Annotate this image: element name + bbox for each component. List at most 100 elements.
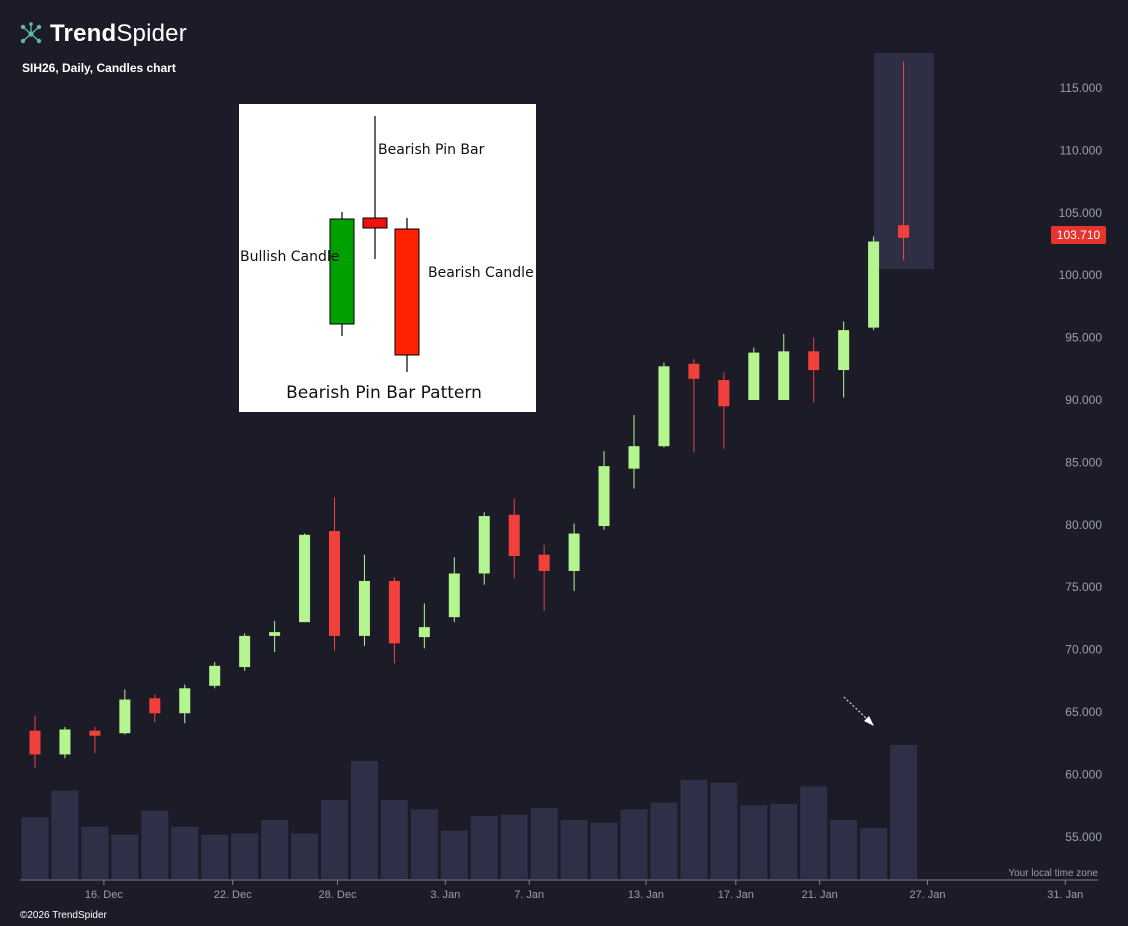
candle[interactable] bbox=[568, 523, 580, 591]
y-tick-label: 55.000 bbox=[1065, 830, 1102, 844]
candle-body bbox=[838, 330, 850, 371]
candle[interactable] bbox=[448, 557, 460, 623]
candle-body bbox=[598, 466, 610, 527]
candle-body bbox=[688, 363, 700, 379]
brand-name: TrendSpider bbox=[50, 20, 187, 47]
candle[interactable] bbox=[29, 715, 41, 769]
candle-body bbox=[358, 580, 370, 636]
candle[interactable] bbox=[329, 497, 340, 651]
candle[interactable] bbox=[718, 372, 730, 449]
volume-bar bbox=[590, 822, 618, 879]
candle[interactable] bbox=[478, 512, 490, 585]
volume-bar bbox=[770, 803, 798, 879]
candle-body bbox=[628, 446, 640, 469]
x-tick-label: 13. Jan bbox=[628, 889, 664, 901]
x-tick-label: 7. Jan bbox=[514, 889, 544, 901]
candle[interactable] bbox=[209, 662, 221, 689]
candle-body bbox=[508, 514, 520, 556]
volume-bar bbox=[830, 820, 858, 879]
candle[interactable] bbox=[149, 694, 161, 722]
y-axis: 115.000 110.000 105.000 100.000 95.000 90.000… bbox=[1059, 81, 1103, 844]
candle[interactable] bbox=[269, 620, 281, 653]
candle[interactable] bbox=[179, 684, 191, 724]
candle[interactable] bbox=[299, 533, 311, 623]
x-tick-label: 3. Jan bbox=[430, 889, 460, 901]
pattern-illustration: Bullish Candle Bearish Pin Bar Bearish C… bbox=[239, 104, 536, 412]
x-tick-label: 21. Jan bbox=[802, 889, 838, 901]
candle-body bbox=[898, 225, 910, 238]
volume-bar bbox=[740, 805, 768, 879]
timezone-label[interactable]: Your local time zone bbox=[1008, 868, 1098, 879]
candle-body bbox=[718, 380, 730, 407]
y-tick-label: 115.000 bbox=[1060, 81, 1103, 95]
y-tick-label: 65.000 bbox=[1065, 705, 1102, 719]
volume-bar bbox=[141, 810, 169, 879]
candle[interactable] bbox=[89, 726, 101, 754]
x-axis: 16. Dec 22. Dec 28. Dec 3. Jan 7. Jan 13. Jan… bbox=[85, 880, 1083, 901]
volume-bar bbox=[470, 816, 498, 879]
candle[interactable] bbox=[418, 603, 430, 649]
volume-bar bbox=[500, 814, 528, 879]
x-tick-label: 31. Jan bbox=[1047, 889, 1083, 901]
volume-bar bbox=[21, 817, 49, 879]
y-tick-label: 80.000 bbox=[1065, 518, 1102, 532]
pin-bar-body bbox=[362, 217, 388, 229]
volume-bar bbox=[860, 828, 888, 879]
inset-caption: Bearish Pin Bar Pattern bbox=[286, 383, 482, 403]
volume-bar bbox=[410, 809, 438, 879]
candle[interactable] bbox=[538, 544, 550, 611]
spider-network-icon bbox=[20, 22, 42, 44]
pin-bar-label: Bearish Pin Bar bbox=[378, 142, 485, 158]
candle-body bbox=[299, 534, 311, 623]
y-tick-label: 90.000 bbox=[1065, 393, 1102, 407]
candle[interactable] bbox=[808, 337, 820, 403]
y-tick-label: 75.000 bbox=[1065, 580, 1102, 594]
volume-bar bbox=[530, 807, 558, 879]
candle[interactable] bbox=[898, 61, 910, 261]
y-tick-label: 70.000 bbox=[1065, 643, 1102, 657]
candle[interactable] bbox=[119, 689, 131, 735]
x-tick-label: 27. Jan bbox=[909, 889, 945, 901]
candle[interactable] bbox=[388, 577, 400, 664]
bearish-candle bbox=[394, 228, 420, 356]
volume-bar bbox=[620, 809, 648, 879]
bullish-candle bbox=[329, 218, 355, 325]
candle[interactable] bbox=[838, 321, 850, 398]
volume-bar bbox=[800, 786, 828, 879]
x-tick-label: 28. Dec bbox=[319, 889, 357, 901]
candle[interactable] bbox=[508, 498, 520, 579]
bearish-candle-label: Bearish Candle bbox=[428, 265, 534, 281]
candle[interactable] bbox=[598, 451, 610, 530]
candle-body bbox=[418, 627, 430, 638]
candle[interactable] bbox=[358, 554, 370, 646]
candle[interactable] bbox=[658, 362, 670, 448]
candle-body bbox=[748, 352, 760, 400]
volume-bar bbox=[111, 834, 139, 879]
candle[interactable] bbox=[688, 358, 700, 453]
y-tick-label: 100.000 bbox=[1059, 268, 1103, 282]
copyright: ©2026 TrendSpider bbox=[20, 910, 107, 921]
candle[interactable] bbox=[868, 236, 880, 331]
candle[interactable] bbox=[59, 726, 71, 759]
candle-body bbox=[778, 351, 790, 400]
candle[interactable] bbox=[239, 633, 251, 671]
y-tick-label: 85.000 bbox=[1065, 455, 1102, 469]
candle-body bbox=[568, 533, 580, 571]
candles bbox=[29, 61, 910, 769]
candle[interactable] bbox=[748, 347, 760, 400]
candle[interactable] bbox=[628, 414, 640, 489]
y-tick-label: 95.000 bbox=[1065, 331, 1102, 345]
volume-bar bbox=[201, 834, 229, 879]
volume-bar bbox=[890, 745, 918, 879]
candle-body bbox=[658, 366, 670, 447]
trendspider-logo: TrendSpider bbox=[18, 20, 187, 48]
candle-body bbox=[149, 698, 161, 714]
volume-bar bbox=[440, 830, 468, 879]
y-tick-label: 60.000 bbox=[1065, 767, 1102, 781]
candle[interactable] bbox=[778, 333, 790, 400]
volume-bar bbox=[380, 799, 408, 879]
candle-body bbox=[448, 573, 460, 618]
candle-body bbox=[868, 241, 880, 328]
candle-body bbox=[239, 635, 251, 668]
